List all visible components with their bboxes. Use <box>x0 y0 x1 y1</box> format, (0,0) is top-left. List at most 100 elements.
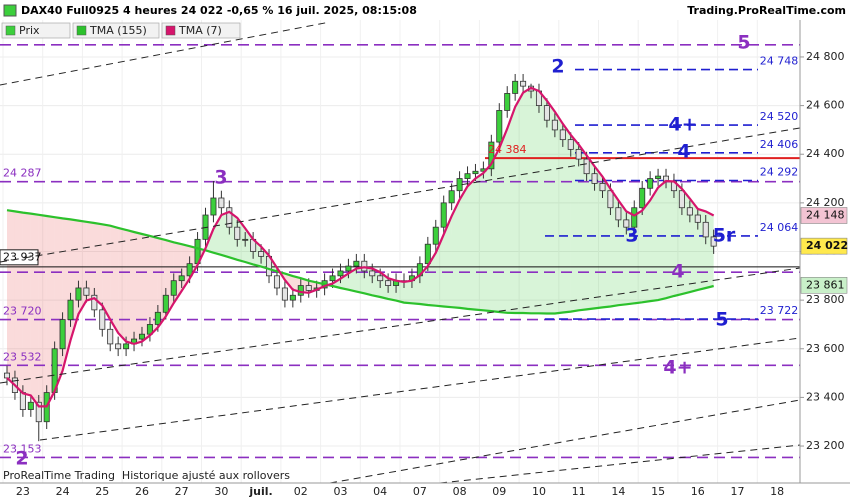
fill-area <box>570 134 579 312</box>
fill-area <box>118 227 127 342</box>
candle-body <box>273 275 280 289</box>
fill-area <box>94 223 103 306</box>
candle-body <box>694 214 701 223</box>
candle-body <box>377 275 384 282</box>
price-box <box>800 237 848 255</box>
fill-area <box>404 280 412 304</box>
header-icon <box>3 4 17 17</box>
fill-area <box>459 186 468 309</box>
annotation: 5 <box>737 32 750 54</box>
fill-area <box>634 210 643 304</box>
blue-level-label: 23 722 <box>760 304 799 317</box>
black-level-label: 23 937 <box>3 250 42 263</box>
trend-line <box>439 444 801 484</box>
candle-body <box>567 139 574 150</box>
trend-line <box>39 337 801 441</box>
candle-body <box>623 219 630 228</box>
annotation: 4+ <box>663 357 692 379</box>
x-tick-label: 10 <box>532 485 546 498</box>
trend-line <box>0 127 801 263</box>
chart-title: DAX40 Full0925 4 heures 24 022 -0,65 % 1… <box>21 4 417 17</box>
fill-area <box>134 232 142 344</box>
red-level-label: 24 384 <box>488 143 527 156</box>
candle-body <box>551 119 558 131</box>
purple-level-label: 24 287 <box>3 167 42 180</box>
candle-body <box>218 197 225 209</box>
candle-body <box>456 178 463 192</box>
price-box-label: 24 022 <box>806 239 848 252</box>
fill-area <box>435 234 444 307</box>
fill-area <box>673 181 682 297</box>
trend-line <box>0 21 331 86</box>
price-box <box>800 207 848 224</box>
trend-line <box>329 399 801 484</box>
candle-body <box>472 170 479 175</box>
candle-body <box>83 287 90 296</box>
candle-body <box>583 158 590 175</box>
fill-area <box>523 87 532 314</box>
fill-area <box>348 268 357 292</box>
fill-area <box>110 225 119 333</box>
fill-area <box>38 214 47 407</box>
blue-level-label: 24 292 <box>760 165 799 178</box>
candle-body <box>91 294 98 311</box>
candle-body <box>178 275 185 282</box>
candle-body <box>353 260 360 267</box>
black-level-box <box>0 249 39 266</box>
x-tick-label: 23 <box>16 485 30 498</box>
candle-body <box>639 187 646 209</box>
candle-body <box>678 190 685 209</box>
candle-body <box>559 129 566 141</box>
annotation: 5r <box>713 225 736 247</box>
x-tick-label: 30 <box>214 485 228 498</box>
candle-body <box>210 197 217 216</box>
x-tick-label: 17 <box>730 485 744 498</box>
x-tick-label: 18 <box>770 485 784 498</box>
candle-body <box>35 401 42 423</box>
candle-body <box>305 285 312 291</box>
source: Trading.ProRealTime.com <box>687 4 846 17</box>
x-tick-label: 07 <box>413 485 427 498</box>
candle-body <box>59 319 66 350</box>
fill-area <box>658 180 667 301</box>
footer: ProRealTime Trading Historique ajusté au… <box>3 469 290 482</box>
purple-level-label: 23 153 <box>3 442 42 455</box>
candle-body <box>710 236 717 247</box>
purple-level-label: 23 532 <box>3 350 42 363</box>
candle-body <box>4 372 10 379</box>
annotation: 3 <box>625 225 638 247</box>
annotation: 4 <box>671 261 684 283</box>
candle-body <box>234 226 241 240</box>
legend-item <box>1 22 71 39</box>
x-tick-label: 04 <box>373 485 387 498</box>
candle-body <box>258 251 265 257</box>
candle-body <box>424 243 431 265</box>
candle-body <box>488 141 495 170</box>
candle-body <box>226 207 233 228</box>
candle-body <box>138 333 145 340</box>
candle-body <box>27 401 34 410</box>
fill-area <box>86 221 95 301</box>
candle-body <box>107 328 114 345</box>
fill-area <box>149 235 158 336</box>
candle-body <box>67 299 74 320</box>
candle-body <box>329 275 336 282</box>
candle-body <box>647 178 654 189</box>
header-bar <box>0 0 850 20</box>
purple-level-label: 23 720 <box>3 305 42 318</box>
legend-swatch <box>5 25 16 36</box>
x-tick-label: 26 <box>135 485 149 498</box>
blue-level-label: 24 748 <box>760 55 799 68</box>
candle-body <box>385 280 392 286</box>
fill-area <box>602 176 611 308</box>
fill-area <box>554 111 563 314</box>
fill-area <box>411 275 420 305</box>
annotation: 5 <box>715 309 728 331</box>
x-tick-label: 25 <box>95 485 109 498</box>
fill-area <box>538 91 547 314</box>
x-tick-label: 09 <box>492 485 506 498</box>
fill-area <box>396 280 404 303</box>
tma-line <box>6 86 715 408</box>
candle-body <box>345 265 352 272</box>
candle-body <box>686 207 693 216</box>
